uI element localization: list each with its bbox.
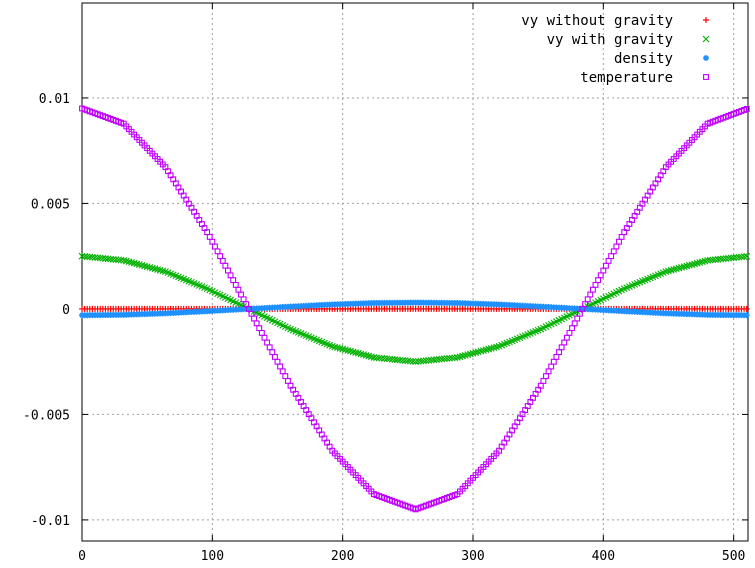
data-point: [571, 320, 578, 327]
data-point: [587, 291, 594, 298]
x-tick-label: 100: [201, 549, 224, 564]
data-point: [256, 325, 263, 332]
data-point: [232, 281, 239, 288]
data-point: [284, 377, 291, 384]
frame-layer: [81, 2, 749, 542]
data-point: [271, 353, 278, 360]
data-point: [211, 243, 218, 250]
data-point: [222, 262, 229, 269]
data-point: [258, 329, 265, 336]
x-tick-label: 400: [592, 549, 615, 564]
legend-label: vy without gravity: [521, 13, 673, 29]
data-point: [743, 106, 750, 112]
data-point: [618, 233, 625, 240]
data-point: [214, 248, 221, 255]
legend-marker: [703, 17, 709, 23]
data-point: [251, 315, 257, 322]
legend-label: temperature: [580, 70, 673, 86]
data-point: [451, 354, 459, 362]
data-point: [253, 320, 260, 327]
x-tick-label: 300: [461, 549, 484, 564]
data-point: [592, 281, 599, 288]
data-point: [553, 353, 560, 360]
data-point: [217, 253, 224, 260]
data-point: [561, 339, 568, 346]
data-point: [569, 325, 576, 332]
data-point: [266, 344, 273, 351]
plot-frame: [81, 2, 749, 542]
y-tick-label: 0.005: [31, 197, 70, 212]
data-point: [605, 257, 612, 264]
data-point: [277, 363, 284, 370]
x-tick-label: 0: [78, 549, 86, 564]
legend-label: density: [614, 51, 673, 67]
data-point: [740, 253, 748, 260]
data-point: [558, 344, 565, 351]
legend-label: vy with gravity: [547, 32, 673, 48]
legend-marker: [703, 55, 709, 61]
legend-marker: [702, 35, 710, 43]
data-point: [556, 349, 562, 356]
data-point: [602, 262, 609, 269]
data-point: [540, 377, 547, 384]
data-point: [584, 296, 591, 303]
data-point: [225, 267, 231, 274]
y-tick-label: -0.01: [31, 514, 70, 529]
data-point: [563, 334, 570, 341]
data-point: [238, 291, 244, 298]
y-tick-label: 0.01: [39, 92, 70, 107]
legend: vy without gravity vy with gravity density…: [521, 13, 710, 86]
data-point: [282, 373, 289, 380]
data-point: [595, 277, 602, 284]
data-point: [264, 339, 271, 346]
data-point: [574, 315, 581, 322]
data-point: [545, 368, 552, 375]
data-point: [206, 233, 213, 240]
data-point: [227, 272, 234, 279]
data-point: [608, 253, 615, 260]
data-point: [597, 272, 604, 279]
data-point: [235, 286, 242, 293]
data-point: [743, 312, 750, 319]
data-point: [269, 349, 276, 356]
series-layer: [78, 105, 751, 513]
data-point: [613, 243, 620, 250]
x-tick-label: 200: [331, 549, 354, 564]
data-point: [616, 238, 622, 245]
y-tick-label: 0: [62, 303, 70, 318]
data-point: [543, 373, 549, 380]
data-point: [566, 329, 573, 336]
data-point: [274, 358, 281, 365]
data-point: [240, 296, 247, 303]
data-point: [548, 363, 555, 370]
series-density: [79, 299, 750, 319]
data-point: [409, 358, 417, 365]
data-point: [589, 286, 596, 293]
data-point: [610, 248, 617, 255]
data-point: [550, 358, 557, 365]
data-point: [117, 256, 125, 264]
data-point: [279, 368, 286, 375]
y-tick-label: -0.005: [23, 408, 70, 423]
data-point: [230, 277, 237, 284]
legend-marker: [703, 74, 709, 80]
series-temperature: [79, 105, 750, 513]
data-point: [743, 252, 751, 260]
data-point: [261, 334, 268, 341]
tick-layer: 0 100 200 300 400 500 0.01 0.005 0 -0.005 -0.01: [23, 3, 748, 564]
data-point: [219, 257, 226, 264]
series-vy-with-gravity: [78, 252, 751, 366]
data-point: [743, 305, 750, 312]
x-tick-label: 500: [722, 549, 745, 564]
